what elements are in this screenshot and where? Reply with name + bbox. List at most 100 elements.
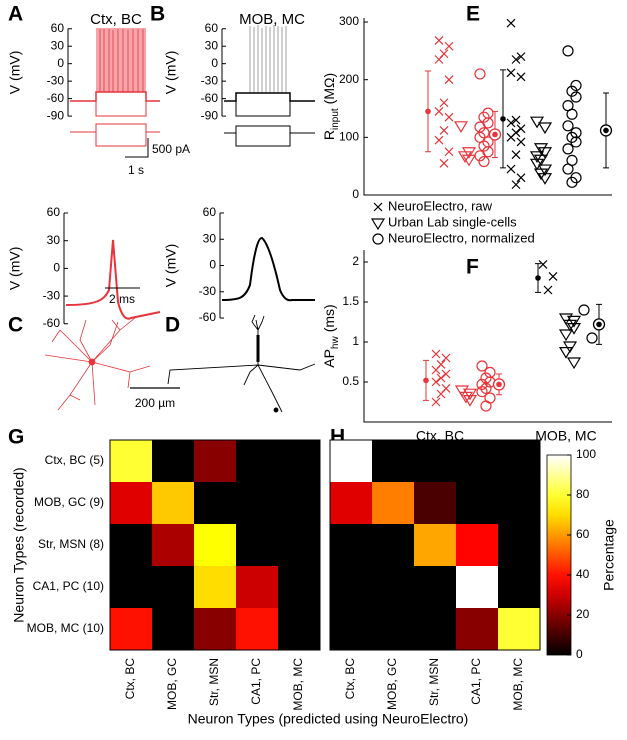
marker <box>570 91 582 103</box>
heatmap-cell <box>194 440 236 482</box>
y-label-main: R <box>321 130 337 140</box>
marker <box>434 135 444 145</box>
y-tick-label: 30 <box>51 38 65 52</box>
error-bar <box>423 359 429 401</box>
x-marker <box>516 52 526 62</box>
circle-marker <box>474 150 486 162</box>
marker <box>444 75 454 85</box>
y-tick-label: -30 <box>201 73 219 87</box>
marker <box>444 112 454 122</box>
scale-bar-label: 1 s <box>128 163 144 177</box>
y-tick-label: -30 <box>199 284 217 298</box>
col-label: MOB, MC <box>511 658 525 711</box>
y-tick-label: -60 <box>201 91 219 105</box>
x-marker <box>516 124 526 134</box>
circle-marker <box>372 233 384 245</box>
triangle-marker <box>462 395 478 407</box>
colorbar-tick-label: 100 <box>576 447 596 461</box>
marker <box>562 120 574 132</box>
error-bar <box>425 70 431 153</box>
heatmap-cell <box>194 608 236 650</box>
circle-marker <box>562 45 574 57</box>
marker <box>431 365 441 375</box>
marker <box>529 116 545 129</box>
marker <box>457 151 473 163</box>
x-marker <box>543 285 553 295</box>
marker <box>439 158 449 168</box>
heatmap-cell <box>152 566 194 608</box>
x-marker <box>431 377 441 387</box>
x-marker <box>373 202 383 212</box>
marker <box>533 154 549 167</box>
marker <box>516 52 526 62</box>
marker <box>543 285 553 295</box>
triangle-marker <box>454 385 470 398</box>
mean-dot <box>425 108 431 115</box>
triangle-marker <box>453 121 469 133</box>
y-label-sub: input <box>330 108 341 130</box>
panel-title: MOB, MC <box>239 11 305 28</box>
triangle-marker <box>529 116 545 129</box>
heatmap-cell <box>414 566 456 608</box>
marker <box>441 369 451 379</box>
y-tick-label: 100 <box>339 130 359 144</box>
marker <box>474 150 486 162</box>
y-tick-label: 2 <box>352 254 359 268</box>
col-label: Ctx, BC <box>343 658 357 700</box>
circle-marker <box>570 79 582 92</box>
y-axis-label: V (mV) <box>163 244 179 288</box>
x-marker <box>511 115 521 125</box>
heatmap-cell <box>278 608 320 650</box>
y-tick-label: 30 <box>205 38 219 52</box>
marker <box>558 329 574 342</box>
x-axis-label: Neuron Types (predicted using NeuroElect… <box>188 711 469 727</box>
marker <box>478 140 490 152</box>
circle-marker <box>476 386 488 398</box>
x-marker <box>439 126 449 135</box>
y-tick-label: 30 <box>47 233 61 247</box>
x-marker <box>436 389 446 399</box>
heatmap-cell <box>498 440 540 482</box>
heatmap-cell <box>278 566 320 608</box>
triangle-marker <box>537 173 553 185</box>
y-tick-label: -60 <box>199 310 217 324</box>
x-marker <box>436 373 446 383</box>
mean-dot <box>492 131 498 138</box>
triangle-marker <box>558 329 574 342</box>
colorbar <box>546 454 572 656</box>
circle-marker <box>566 108 578 120</box>
x-marker <box>431 349 441 359</box>
y-tick-label: 200 <box>339 72 359 86</box>
heatmap-cell <box>414 440 456 482</box>
y-axis-label: V (mV) <box>163 51 179 95</box>
circle-marker <box>578 304 590 316</box>
error-bar <box>592 303 606 345</box>
marker <box>431 377 441 387</box>
mean-dot <box>603 127 609 134</box>
marker <box>480 400 492 412</box>
x-tick-label: MOB, MC <box>535 428 596 444</box>
y-tick-label: -30 <box>43 288 61 302</box>
marker <box>476 378 488 390</box>
marker <box>462 395 478 407</box>
circle-marker <box>566 85 578 97</box>
y-label-unit: (MΩ) <box>321 73 337 104</box>
heatmap-cell <box>498 524 540 566</box>
heatmap-frame <box>329 439 541 651</box>
marker <box>511 150 521 160</box>
marker <box>516 137 526 147</box>
col-label: MOB, GC <box>385 658 399 710</box>
marker <box>439 98 449 108</box>
circle-marker <box>476 378 488 390</box>
circle-marker <box>476 360 488 372</box>
y-tick-label: 0 <box>211 56 218 70</box>
marker <box>474 68 486 80</box>
triangle-marker <box>533 154 549 167</box>
heatmap-cell <box>456 566 498 608</box>
heatmap-cell <box>110 524 152 566</box>
marker <box>436 389 446 399</box>
mean-dot <box>496 381 502 388</box>
marker <box>516 124 526 134</box>
colorbar-tick-label: 40 <box>576 567 590 581</box>
y-tick-label: -30 <box>47 73 65 87</box>
